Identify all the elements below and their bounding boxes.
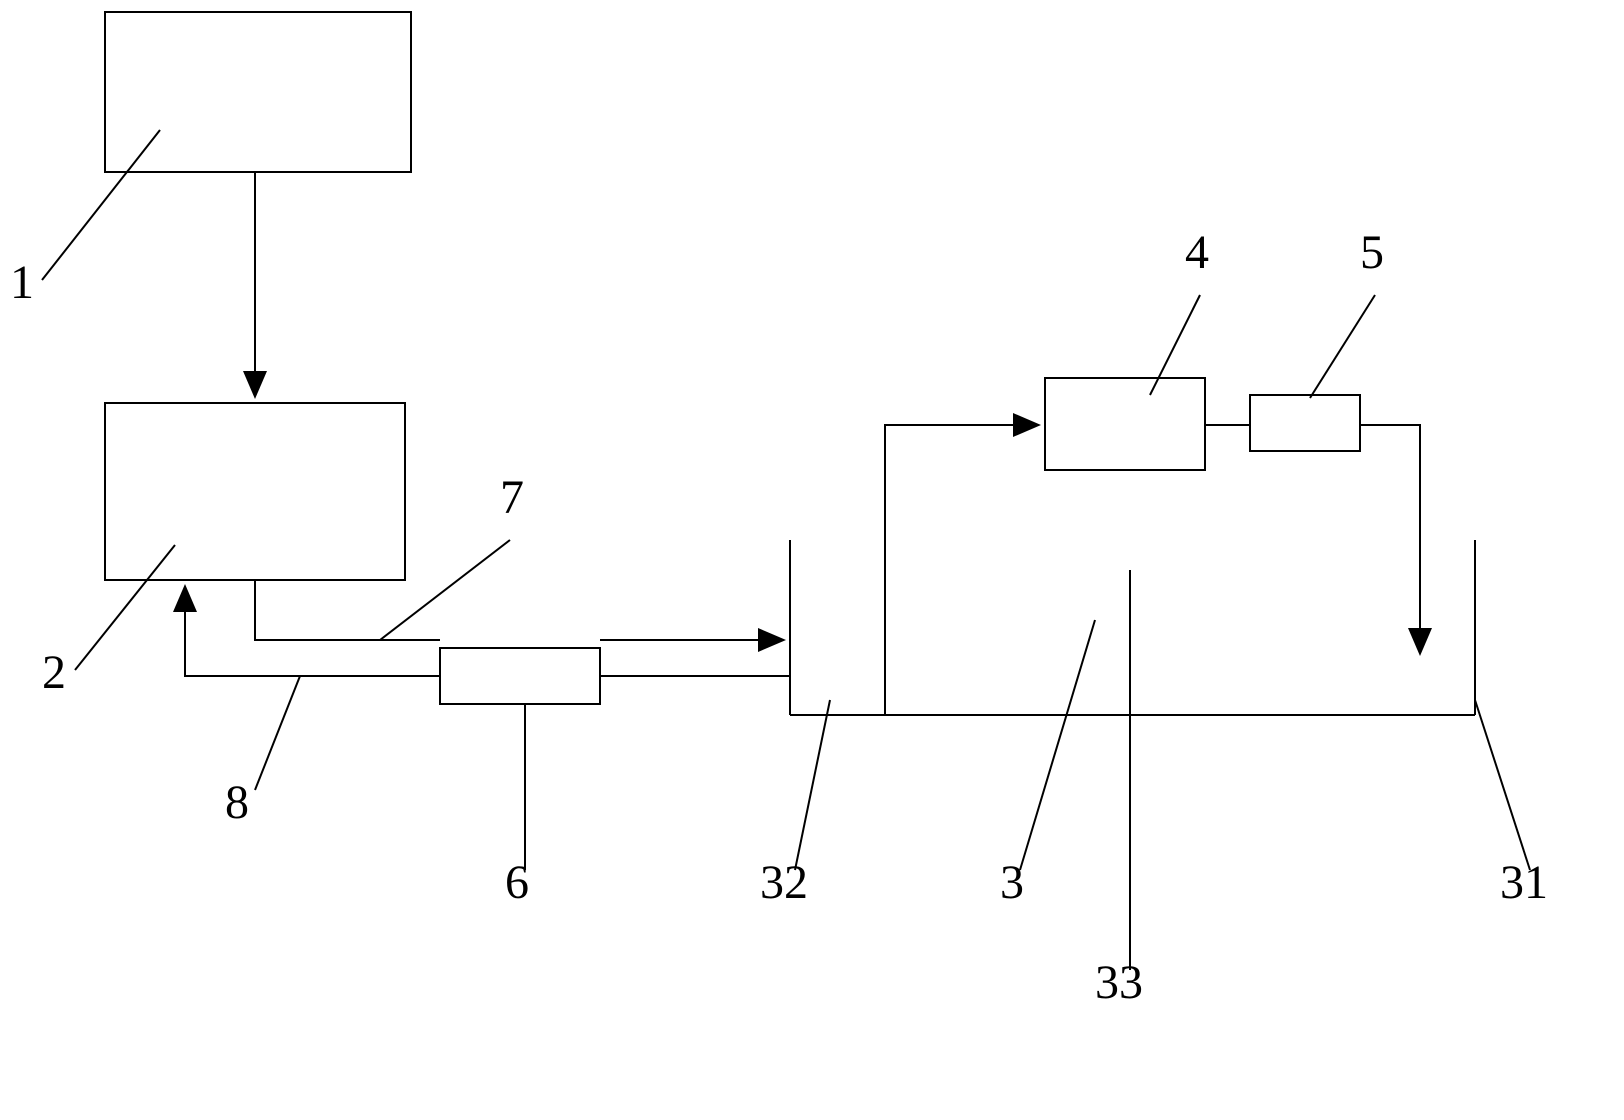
leader-1 [42,130,160,280]
label-31: 31 [1500,855,1548,910]
diagram-svg [0,0,1624,1115]
leader-31 [1475,700,1530,870]
label-8: 8 [225,775,249,830]
label-7: 7 [500,470,524,525]
leader-3 [1020,620,1095,870]
label-33: 33 [1095,955,1143,1010]
leader-8 [255,676,300,790]
box-4 [1045,378,1205,470]
label-4: 4 [1185,225,1209,280]
label-6: 6 [505,855,529,910]
box-5 [1250,395,1360,451]
label-3: 3 [1000,855,1024,910]
label-1: 1 [10,255,34,310]
box-6 [440,648,600,704]
box-1 [105,12,411,172]
leader-5 [1310,295,1375,398]
diagram-canvas: 1 2 7 8 6 32 3 33 31 4 5 [0,0,1624,1115]
leader-7 [380,540,510,640]
leader-2 [75,545,175,670]
leader-4 [1150,295,1200,395]
label-32: 32 [760,855,808,910]
line-inner-to-4 [885,425,1037,620]
label-5: 5 [1360,225,1384,280]
line-8 [185,588,440,676]
box-2 [105,403,405,580]
line-5-return [1360,425,1420,652]
leader-32 [795,700,830,870]
line-7 [255,580,440,640]
label-2: 2 [42,645,66,700]
